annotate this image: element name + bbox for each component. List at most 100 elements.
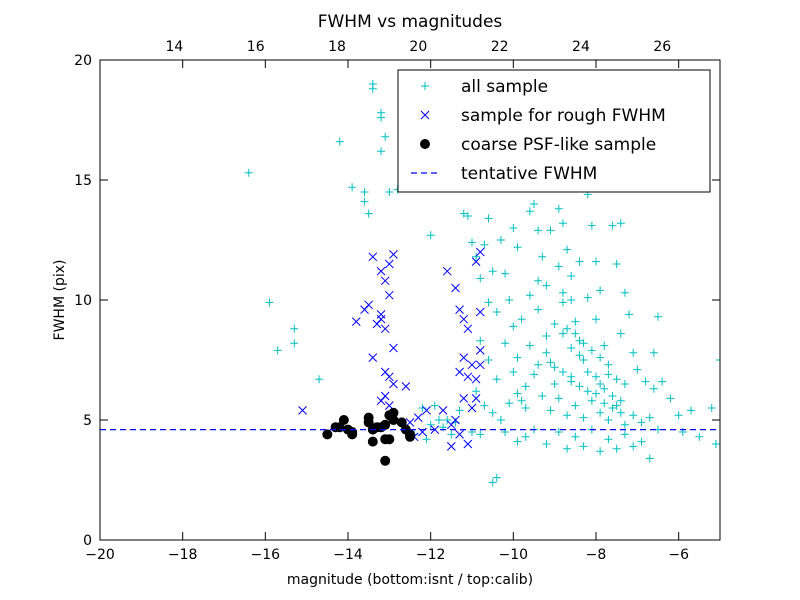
data-point xyxy=(711,440,720,448)
top-x-tick-label: 20 xyxy=(409,39,427,55)
data-point xyxy=(501,339,510,348)
legend-marker xyxy=(421,82,429,90)
data-point xyxy=(315,375,324,384)
data-point xyxy=(558,298,567,307)
data-point xyxy=(463,372,473,382)
data-point xyxy=(513,243,522,252)
data-point xyxy=(368,252,378,262)
data-point xyxy=(471,257,481,266)
data-point xyxy=(384,434,395,445)
data-point xyxy=(600,399,609,408)
data-point xyxy=(322,429,333,440)
data-point xyxy=(587,221,596,230)
y-tick-label: 15 xyxy=(74,173,92,189)
data-point xyxy=(463,439,473,449)
data-point xyxy=(534,226,543,235)
data-point xyxy=(475,247,485,257)
data-point xyxy=(517,315,526,324)
data-point xyxy=(298,406,307,415)
data-point xyxy=(645,454,654,463)
data-point xyxy=(273,346,282,355)
data-point xyxy=(546,226,555,235)
data-point xyxy=(513,389,522,398)
data-point xyxy=(612,375,621,384)
x-tick-label: −6 xyxy=(668,547,689,563)
data-point xyxy=(521,432,530,441)
data-point xyxy=(426,420,435,429)
data-point xyxy=(244,168,253,177)
data-point xyxy=(505,296,514,304)
data-point xyxy=(484,298,493,307)
data-point xyxy=(666,394,675,403)
data-point xyxy=(347,429,358,440)
y-tick-label: 0 xyxy=(83,533,92,549)
data-point xyxy=(579,413,588,422)
data-point xyxy=(521,382,530,391)
data-point xyxy=(579,442,588,451)
data-point xyxy=(517,396,526,405)
data-point xyxy=(558,288,567,297)
data-point xyxy=(596,447,605,456)
data-point xyxy=(475,360,485,370)
data-point xyxy=(475,307,485,317)
data-point xyxy=(542,332,551,340)
data-point xyxy=(368,80,377,88)
data-point xyxy=(459,353,469,362)
legend-marker xyxy=(420,139,430,149)
data-point xyxy=(438,406,448,415)
y-axis: 0 5 10 15 20 xyxy=(74,53,720,549)
data-point xyxy=(455,305,464,314)
top-x-axis: 14 16 18 20 22 24 26 xyxy=(165,39,671,55)
data-point xyxy=(530,370,538,379)
data-point xyxy=(558,219,567,228)
data-point xyxy=(488,478,497,487)
data-point xyxy=(641,377,650,386)
data-point xyxy=(401,382,411,391)
data-point xyxy=(558,329,567,338)
data-point xyxy=(525,341,534,350)
y-tick-label: 20 xyxy=(74,53,92,69)
x-axis-label: magnitude (bottom:isnt / top:calib) xyxy=(287,572,533,588)
data-point xyxy=(380,455,391,466)
data-point xyxy=(377,113,386,122)
data-point xyxy=(492,473,501,482)
data-point xyxy=(380,324,390,334)
plot-marks xyxy=(100,80,720,487)
data-point xyxy=(542,281,551,290)
data-point xyxy=(579,339,588,348)
data-point xyxy=(496,236,505,244)
data-point xyxy=(418,404,427,412)
data-point xyxy=(351,317,361,326)
data-point xyxy=(290,324,299,333)
data-point xyxy=(612,401,621,410)
data-point xyxy=(380,276,390,286)
data-point xyxy=(571,432,580,441)
data-point xyxy=(505,399,514,408)
data-point xyxy=(707,404,716,412)
data-point xyxy=(471,394,481,403)
data-point xyxy=(592,315,600,324)
data-point xyxy=(360,197,369,206)
data-point xyxy=(554,428,563,436)
data-point xyxy=(492,308,501,316)
data-point xyxy=(592,389,600,398)
data-point xyxy=(596,408,605,417)
data-point xyxy=(550,363,559,372)
data-point xyxy=(637,418,646,427)
data-point xyxy=(360,188,369,196)
data-point xyxy=(563,324,572,333)
data-point xyxy=(463,324,473,334)
legend-entry: all sample xyxy=(421,77,548,97)
data-point xyxy=(484,214,493,223)
data-point xyxy=(455,430,464,439)
data-point xyxy=(649,348,658,357)
data-point xyxy=(546,406,555,415)
data-point xyxy=(472,387,481,396)
data-point xyxy=(625,310,634,319)
data-point xyxy=(563,411,572,420)
data-point xyxy=(364,300,374,310)
legend-label: sample for rough FWHM xyxy=(461,106,666,126)
data-point xyxy=(384,290,394,300)
data-point xyxy=(567,377,576,386)
